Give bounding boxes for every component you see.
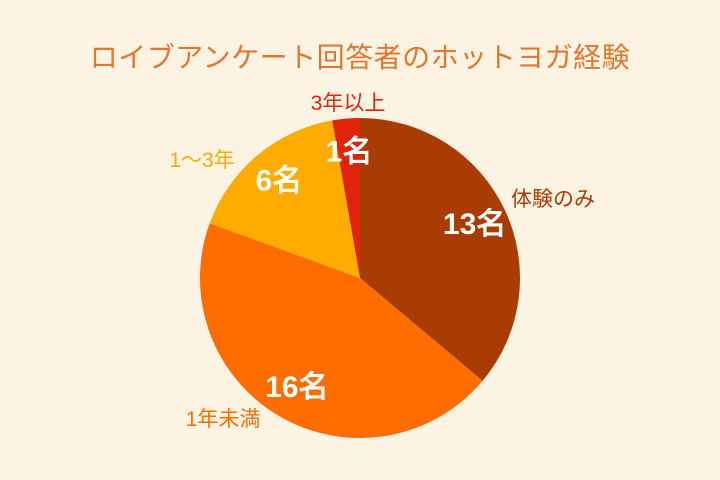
slice-value-label-2: 6名	[255, 165, 302, 198]
pie-slice-2	[209, 120, 360, 279]
slice-value-label-0: 13名	[443, 208, 506, 241]
chart-title: ロイブアンケート回答者のホットヨガ経験	[89, 42, 631, 73]
pie-slice-1	[199, 223, 483, 439]
pie-slice-0	[360, 118, 521, 381]
pie-slice-3	[332, 118, 360, 278]
slice-category-label-1-3nen: 1〜3年	[169, 149, 235, 172]
slice-value-label-3: 1名	[326, 136, 373, 169]
slice-category-label-taiken-nomi: 体験のみ	[511, 188, 595, 211]
slice-category-label-3nen-ijou: 3年以上	[310, 92, 386, 115]
slice-value-label-1: 16名	[265, 371, 328, 404]
slice-category-label-1nen-miman: 1年未満	[185, 408, 261, 431]
